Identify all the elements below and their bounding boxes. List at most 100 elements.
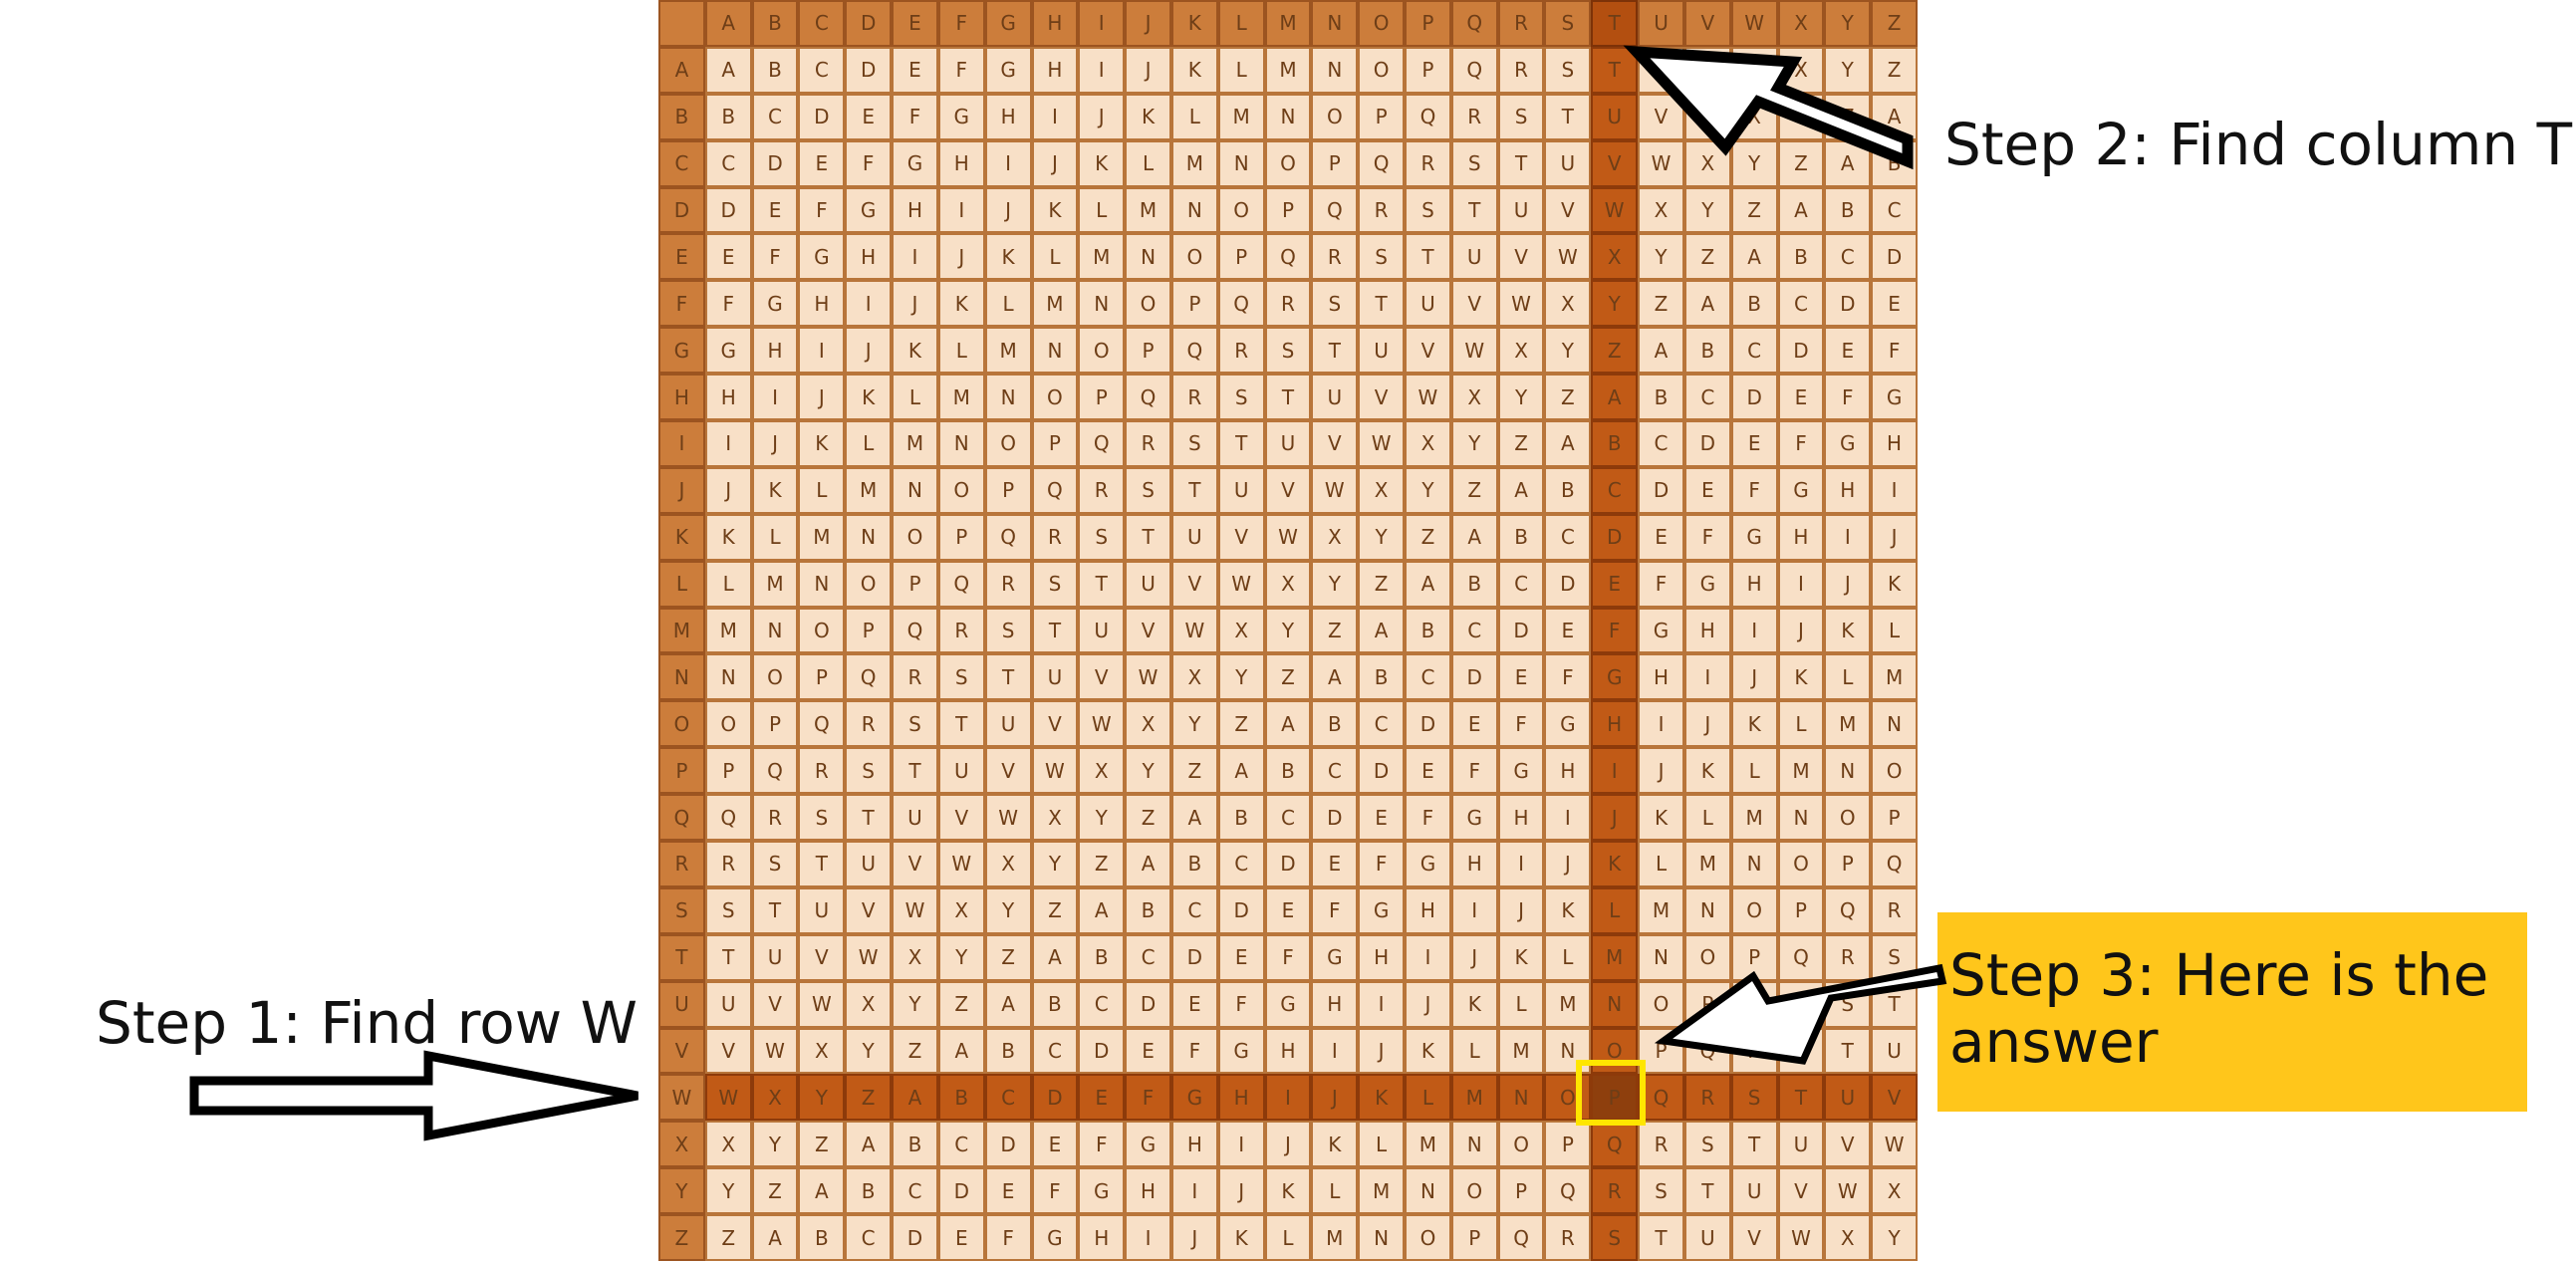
table-cell: W xyxy=(1871,1121,1918,1168)
table-cell: I xyxy=(704,420,752,467)
table-cell: E xyxy=(1170,980,1218,1028)
table-cell: K xyxy=(1217,1214,1265,1261)
table-cell: J xyxy=(984,186,1032,234)
table-cell: R xyxy=(751,794,799,841)
table-cell: X xyxy=(984,841,1032,887)
table-cell: O xyxy=(1638,980,1684,1028)
highlighted-cell: S xyxy=(1591,1214,1639,1261)
table-cell: U xyxy=(984,700,1032,748)
table-cell: Z xyxy=(798,1121,846,1168)
table-cell: Z xyxy=(1125,794,1171,841)
row-header: S xyxy=(658,886,705,934)
table-cell: R xyxy=(1358,186,1406,234)
table-cell: E xyxy=(892,46,938,94)
table-cell: E xyxy=(1497,653,1545,701)
table-cell: W xyxy=(1311,466,1359,514)
table-cell: R xyxy=(1405,139,1451,187)
table-cell: Y xyxy=(1358,513,1406,561)
table-cell: F xyxy=(1078,1121,1126,1168)
table-cell: D xyxy=(1450,653,1498,701)
table-cell: X xyxy=(1824,1214,1872,1261)
highlighted-cell: O xyxy=(1591,1027,1639,1075)
table-cell: F xyxy=(1217,980,1265,1028)
table-cell: Y xyxy=(1450,420,1498,467)
row-header: U xyxy=(658,980,705,1028)
table-cell: N xyxy=(892,466,938,514)
table-cell: Y xyxy=(937,933,985,981)
column-header: O xyxy=(1358,0,1406,47)
table-cell: X xyxy=(845,980,893,1028)
table-cell: A xyxy=(845,1121,893,1168)
table-cell: X xyxy=(1638,186,1684,234)
table-cell: C xyxy=(1031,1027,1079,1075)
table-cell: Z xyxy=(1405,513,1451,561)
table-cell: S xyxy=(1125,466,1171,514)
table-cell: D xyxy=(1078,1027,1126,1075)
table-cell: V xyxy=(798,933,846,981)
table-cell: K xyxy=(704,513,752,561)
table-cell: X xyxy=(1497,327,1545,375)
table-cell: Z xyxy=(704,1214,752,1261)
table-cell: B xyxy=(1078,933,1126,981)
table-cell: A xyxy=(1450,513,1498,561)
table-cell: Z xyxy=(1311,607,1359,654)
table-cell: K xyxy=(1170,46,1218,94)
table-cell: W xyxy=(892,886,938,934)
table-cell: Y xyxy=(704,1167,752,1215)
highlighted-cell: K xyxy=(1591,841,1639,887)
table-cell: U xyxy=(1078,607,1126,654)
table-cell: E xyxy=(1125,1027,1171,1075)
table-cell: K xyxy=(1871,560,1918,608)
table-cell: T xyxy=(1638,1214,1684,1261)
table-cell: O xyxy=(1170,233,1218,281)
table-cell: D xyxy=(1871,233,1918,281)
highlighted-cell: A xyxy=(892,1074,938,1122)
table-cell: M xyxy=(1358,1167,1406,1215)
table-cell: U xyxy=(1497,186,1545,234)
table-cell: G xyxy=(1683,560,1731,608)
table-cell: E xyxy=(751,186,799,234)
column-header: P xyxy=(1405,0,1451,47)
table-cell: L xyxy=(1358,1121,1406,1168)
table-cell: F xyxy=(1264,933,1312,981)
table-cell: E xyxy=(1824,327,1872,375)
highlighted-cell: C xyxy=(1591,466,1639,514)
table-cell: L xyxy=(704,560,752,608)
table-cell: F xyxy=(1031,1167,1079,1215)
table-cell: E xyxy=(1683,466,1731,514)
table-cell: G xyxy=(1730,513,1778,561)
table-cell: M xyxy=(1031,280,1079,328)
table-cell: C xyxy=(1170,886,1218,934)
table-cell: E xyxy=(1450,700,1498,748)
column-header: K xyxy=(1170,0,1218,47)
table-cell: M xyxy=(1777,747,1825,795)
highlighted-cell: R xyxy=(1683,1074,1731,1122)
table-cell: C xyxy=(1824,233,1872,281)
highlighted-cell: T xyxy=(1777,1074,1825,1122)
table-cell: S xyxy=(798,794,846,841)
table-cell: H xyxy=(1078,1214,1126,1261)
table-cell: A xyxy=(937,1027,985,1075)
table-cell: V xyxy=(1125,607,1171,654)
table-cell: I xyxy=(1405,933,1451,981)
table-cell: U xyxy=(1871,1027,1918,1075)
table-cell: P xyxy=(1170,280,1218,328)
table-cell: J xyxy=(1497,886,1545,934)
table-cell: O xyxy=(892,513,938,561)
table-cell: F xyxy=(1638,560,1684,608)
highlighted-cell: Q xyxy=(1591,1121,1639,1168)
table-cell: L xyxy=(1871,607,1918,654)
table-cell: P xyxy=(937,513,985,561)
table-cell: F xyxy=(1777,420,1825,467)
table-cell: C xyxy=(1777,280,1825,328)
table-cell: P xyxy=(1125,327,1171,375)
table-cell: A xyxy=(1358,607,1406,654)
table-cell: X xyxy=(1544,280,1592,328)
table-cell: D xyxy=(1405,700,1451,748)
table-cell: C xyxy=(1358,700,1406,748)
table-cell: Y xyxy=(1031,841,1079,887)
table-cell: F xyxy=(1730,466,1778,514)
highlighted-cell: T xyxy=(1591,46,1639,94)
table-cell: J xyxy=(1217,1167,1265,1215)
step1-caption: Step 1: Find row W xyxy=(96,989,638,1057)
